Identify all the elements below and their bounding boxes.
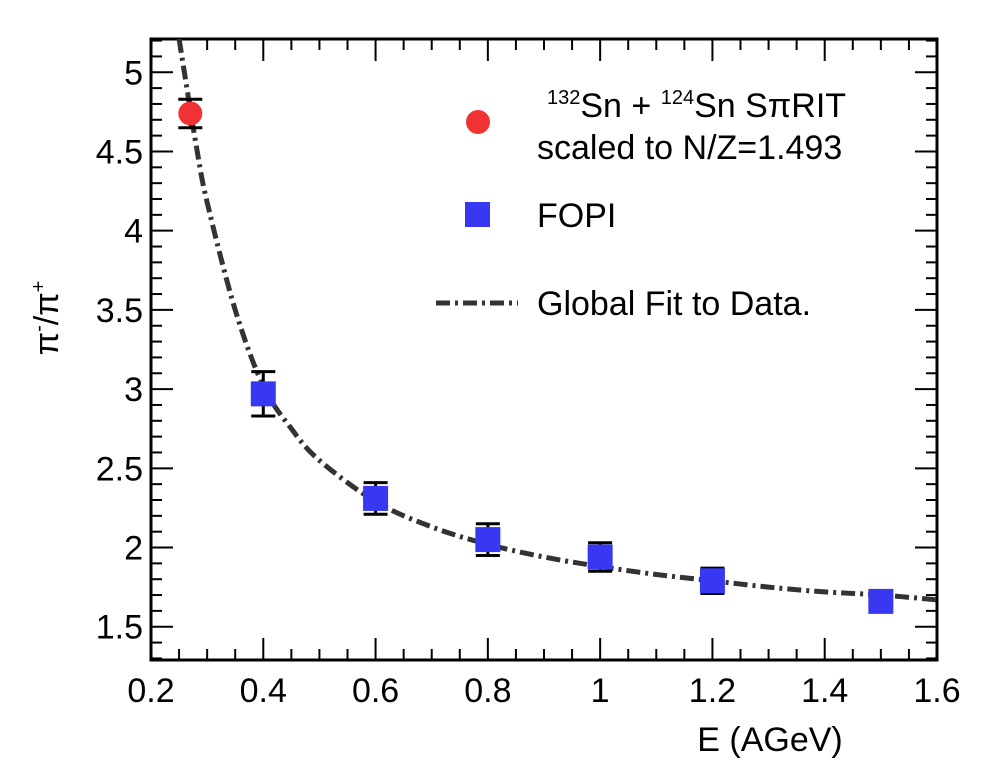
- y-tick-label: 5: [124, 54, 143, 92]
- y-tick-label: 2: [124, 530, 143, 568]
- y-axis-title: π-/π+: [28, 281, 66, 356]
- legend-label-spirit-line1: 132Sn + 124Sn SπRIT: [547, 87, 846, 125]
- marker-square: [250, 381, 276, 407]
- fit-curve-layer: [176, 39, 937, 603]
- legend-sn-plus: Sn +: [580, 87, 660, 125]
- y-tick-label: 4: [124, 213, 143, 251]
- x-tick-label: 0.4: [240, 672, 287, 710]
- y-axis-title-pi-plus: /π: [28, 292, 66, 325]
- y-tick-label: 1.5: [96, 609, 143, 647]
- data-point-1-3: [587, 541, 613, 573]
- x-tick-label: 1: [591, 672, 610, 710]
- data-point-1-2: [475, 522, 501, 557]
- y-axis-title-plus-sup: +: [28, 281, 50, 293]
- axes: 0.2 0.4 0.6 0.8 1 1.2 1.4 1.6 1.5 2 2.5 3 3.5 4 4.5 5: [96, 37, 961, 710]
- fit-curve: [176, 39, 937, 603]
- x-tick-label: 0.6: [352, 672, 399, 710]
- marker-square: [475, 527, 501, 553]
- legend-sup-132: 132: [547, 87, 580, 109]
- y-tick-label: 4.5: [96, 133, 143, 171]
- data-point-1-5: [868, 588, 894, 614]
- legend-marker-spirit: [466, 110, 490, 134]
- legend-label-fopi: FOPI: [537, 197, 616, 235]
- legend-marker-fopi: [465, 202, 490, 227]
- y-tick-label: 2.5: [96, 450, 143, 488]
- x-axis-title: E (AGeV): [697, 721, 842, 759]
- x-tick-label: 1.2: [689, 672, 736, 710]
- x-tick-label: 0.8: [464, 672, 511, 710]
- y-axis-title-pi-minus: π: [28, 332, 66, 355]
- legend: 132Sn + 124Sn SπRIT scaled to N/Z=1.493 …: [436, 87, 846, 323]
- data-markers-layer: [178, 97, 894, 614]
- x-tick-label: 1.6: [913, 672, 960, 710]
- marker-circle: [178, 101, 203, 126]
- x-tick-label: 1.4: [801, 672, 848, 710]
- legend-label-fit: Global Fit to Data.: [537, 285, 811, 323]
- data-point-1-1: [363, 481, 389, 516]
- data-point-0-0: [178, 97, 203, 130]
- data-point-1-0: [250, 370, 276, 418]
- y-tick-label: 3: [124, 371, 143, 409]
- marker-square: [868, 588, 894, 614]
- y-axis-title-minus-sup: -: [28, 325, 50, 332]
- data-point-1-4: [699, 566, 725, 595]
- marker-square: [587, 544, 613, 570]
- legend-sup-124: 124: [661, 87, 694, 109]
- x-tick-label: 0.2: [127, 672, 174, 710]
- marker-square: [699, 568, 725, 594]
- marker-square: [363, 485, 389, 511]
- legend-label-spirit-line2: scaled to N/Z=1.493: [537, 129, 842, 167]
- legend-sn-spirit: Sn SπRIT: [694, 87, 846, 125]
- y-tick-label: 3.5: [96, 292, 143, 330]
